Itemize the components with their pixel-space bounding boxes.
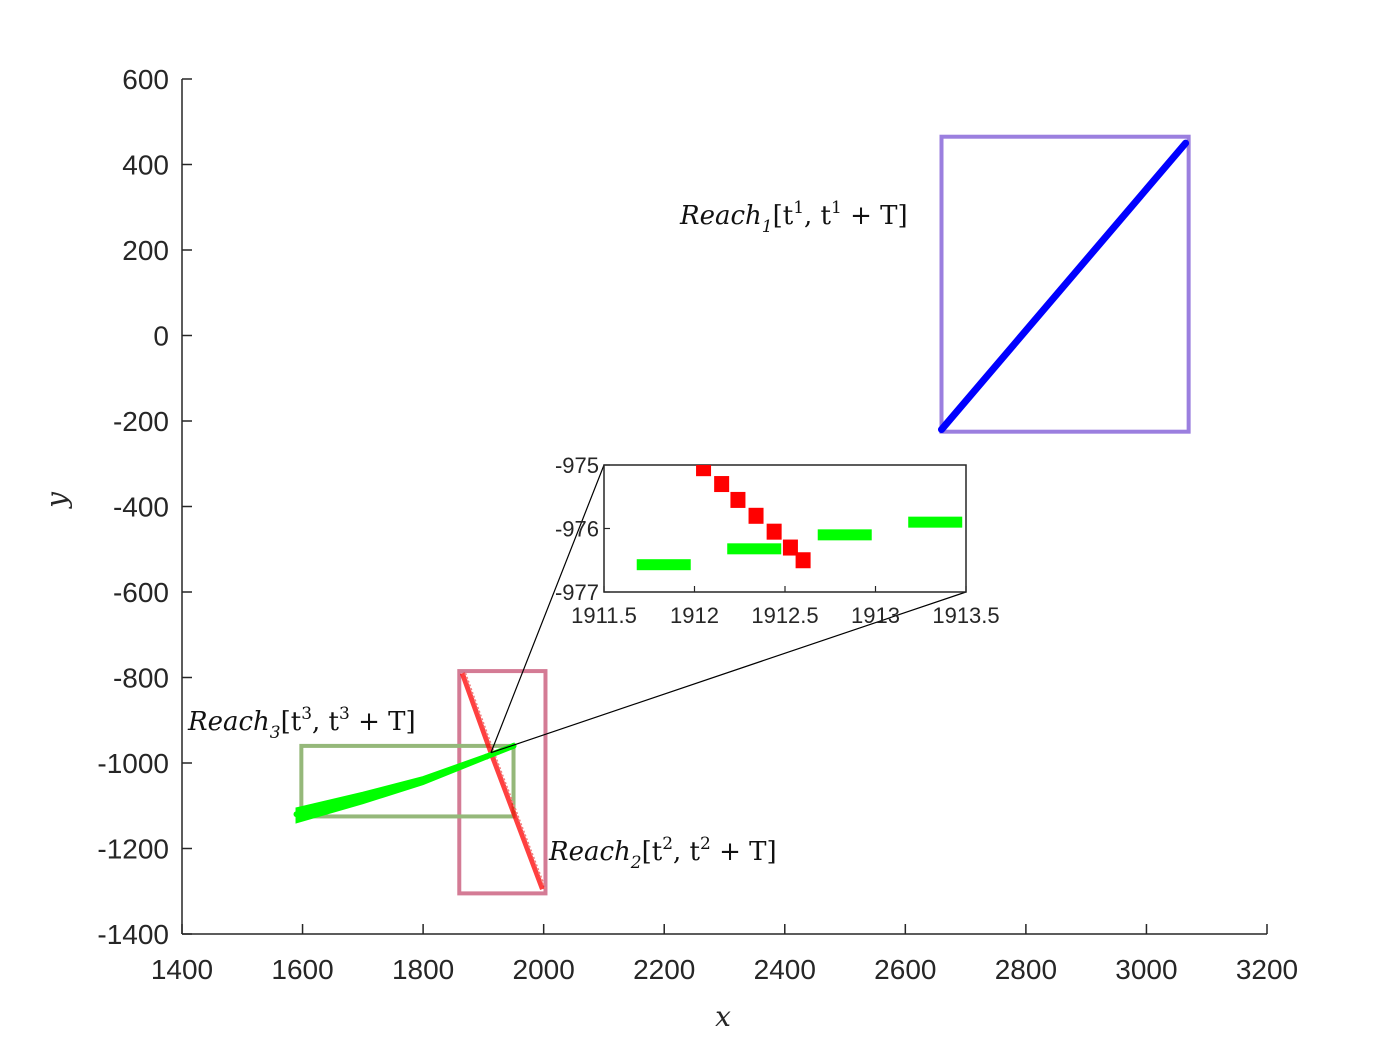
- reach3-point-3: [420, 777, 427, 784]
- inset-x-tick-label: 1911.5: [571, 603, 637, 628]
- x-tick-label: 1400: [151, 954, 213, 985]
- inset-x-tick-label: 1913.5: [932, 603, 999, 628]
- reach3-point-4: [483, 753, 490, 760]
- main-series: [293, 139, 1190, 890]
- x-tick-label: 1600: [271, 954, 333, 985]
- reach1-superscript: 1: [793, 198, 804, 218]
- reach3-point-1: [293, 811, 300, 818]
- y-tick-label: -400: [113, 492, 169, 523]
- reach3-point-2: [359, 794, 366, 801]
- x-tick-label: 2800: [995, 954, 1057, 985]
- reach1-subscript: 1: [762, 217, 773, 237]
- reach1-mid: , t: [804, 201, 832, 231]
- zoom-connector-lines: [490, 464, 967, 754]
- main-axes: 1400 1600 1800 2000 2200 2400 2600 2800 3000 3200…: [97, 64, 1298, 985]
- reach2-bracket: [t: [642, 837, 663, 867]
- x-tick-label: 2200: [633, 954, 695, 985]
- inset-green-marker-4: [908, 516, 963, 528]
- inset-red-marker-4: [748, 507, 764, 524]
- reach1-base: Reach: [679, 201, 762, 231]
- reach3-bracket: [t: [281, 707, 302, 737]
- y-axis-title: y: [40, 491, 73, 510]
- reach3-mid: , t: [312, 707, 340, 737]
- x-tick-label: 2400: [754, 954, 816, 985]
- y-tick-label: -200: [113, 406, 169, 437]
- inset-x-tick-label: 1912: [670, 603, 719, 628]
- x-tick-label: 1800: [392, 954, 454, 985]
- inset-x-tick-label: 1913: [851, 603, 900, 628]
- reach2-base: Reach: [548, 837, 631, 867]
- x-axis-title: x: [715, 1000, 731, 1033]
- y-tick-label: -1000: [97, 748, 169, 779]
- inset-red-marker-1: [696, 465, 712, 477]
- connector-line-top: [490, 464, 605, 753]
- reach3-trajectory: [295, 742, 515, 824]
- inset-y-tick-label: -977: [555, 580, 599, 605]
- inset-red-marker-3: [730, 491, 746, 508]
- inset-red-marker-5: [766, 523, 782, 540]
- inset-green-marker-2: [727, 543, 782, 555]
- y-tick-label: 400: [122, 150, 169, 181]
- x-tick-label: 3000: [1115, 954, 1177, 985]
- reach3-base: Reach: [187, 707, 270, 737]
- inset-red-marker-2: [714, 476, 730, 493]
- reach3-superscript: 3: [301, 704, 312, 724]
- inset-marks: [636, 465, 963, 571]
- inset-green-marker-1: [636, 559, 691, 571]
- x-tick-label: 2600: [874, 954, 936, 985]
- y-tick-label: -1400: [97, 919, 169, 950]
- reach-boxes: [299, 134, 1191, 896]
- inset-red-marker-6: [782, 539, 798, 556]
- reach-box-2: [457, 669, 548, 896]
- y-tick-label: -800: [113, 663, 169, 694]
- y-tick-label: 600: [122, 64, 169, 95]
- inset-red-marker-7: [795, 552, 811, 569]
- connector-line-bottom: [490, 591, 967, 754]
- inset-y-tick-label: -976: [555, 517, 599, 542]
- y-tick-label: -600: [113, 577, 169, 608]
- reach2-superscript: 2: [662, 834, 673, 854]
- reach1-bracket: [t: [773, 201, 794, 231]
- reach1-trajectory: [938, 139, 1190, 434]
- annotation-reach2: Reach2[t2, t2 + T]: [548, 834, 777, 873]
- annotation-reach3: Reach3[t3, t3 + T]: [187, 704, 416, 743]
- inset-green-marker-3: [817, 529, 872, 541]
- reach3-superscript-2: 3: [339, 704, 350, 724]
- reach2-end: + T]: [711, 837, 777, 867]
- y-tick-label: -1200: [97, 834, 169, 865]
- annotation-reach1: Reach1[t1, t1 + T]: [679, 198, 908, 237]
- inset-x-tick-label: 1912.5: [751, 603, 818, 628]
- reach3-end: + T]: [350, 707, 416, 737]
- reach1-end: + T]: [842, 201, 908, 231]
- inset-zoom-plot: 1911.5 1912 1912.5 1913 1913.5 -975 -976 -977: [555, 453, 1000, 628]
- reach2-subscript: 2: [630, 853, 642, 873]
- inset-y-tick-label: -975: [555, 453, 599, 478]
- reach2-mid: , t: [673, 837, 701, 867]
- x-tick-label: 2000: [513, 954, 575, 985]
- x-tick-label: 3200: [1236, 954, 1298, 985]
- reach3-subscript: 3: [270, 723, 281, 743]
- reach1-superscript-2: 1: [831, 198, 842, 218]
- inset-frame: [603, 464, 967, 593]
- reach-box-1: [939, 134, 1191, 434]
- y-tick-label: 0: [153, 321, 169, 352]
- reach2-superscript-2: 2: [700, 834, 711, 854]
- reach2-trajectory: [459, 672, 545, 890]
- y-tick-label: 200: [122, 235, 169, 266]
- reach2-trajectory-hatch: [464, 672, 547, 890]
- reach-box-3: [299, 743, 516, 819]
